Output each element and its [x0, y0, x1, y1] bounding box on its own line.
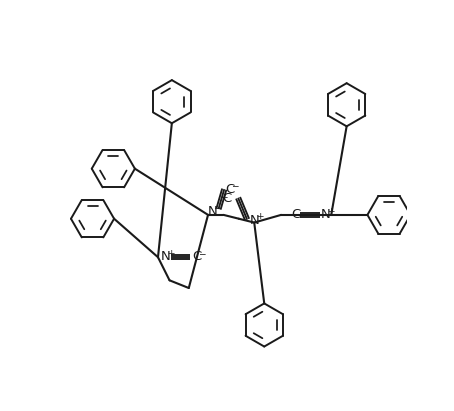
Text: −: −	[198, 249, 206, 258]
Text: −: −	[286, 210, 293, 219]
Text: C: C	[192, 250, 201, 263]
Text: N: N	[161, 250, 171, 263]
Text: N: N	[321, 208, 330, 221]
Text: N: N	[250, 214, 260, 227]
Text: C: C	[222, 192, 232, 205]
Text: +: +	[167, 249, 174, 258]
Text: −: −	[213, 203, 221, 212]
Text: C: C	[225, 183, 234, 196]
Text: −: −	[220, 192, 227, 201]
Text: N: N	[208, 205, 217, 218]
Text: −: −	[231, 182, 239, 191]
Text: C: C	[291, 208, 301, 222]
Text: +: +	[326, 206, 334, 215]
Text: +: +	[257, 212, 264, 221]
